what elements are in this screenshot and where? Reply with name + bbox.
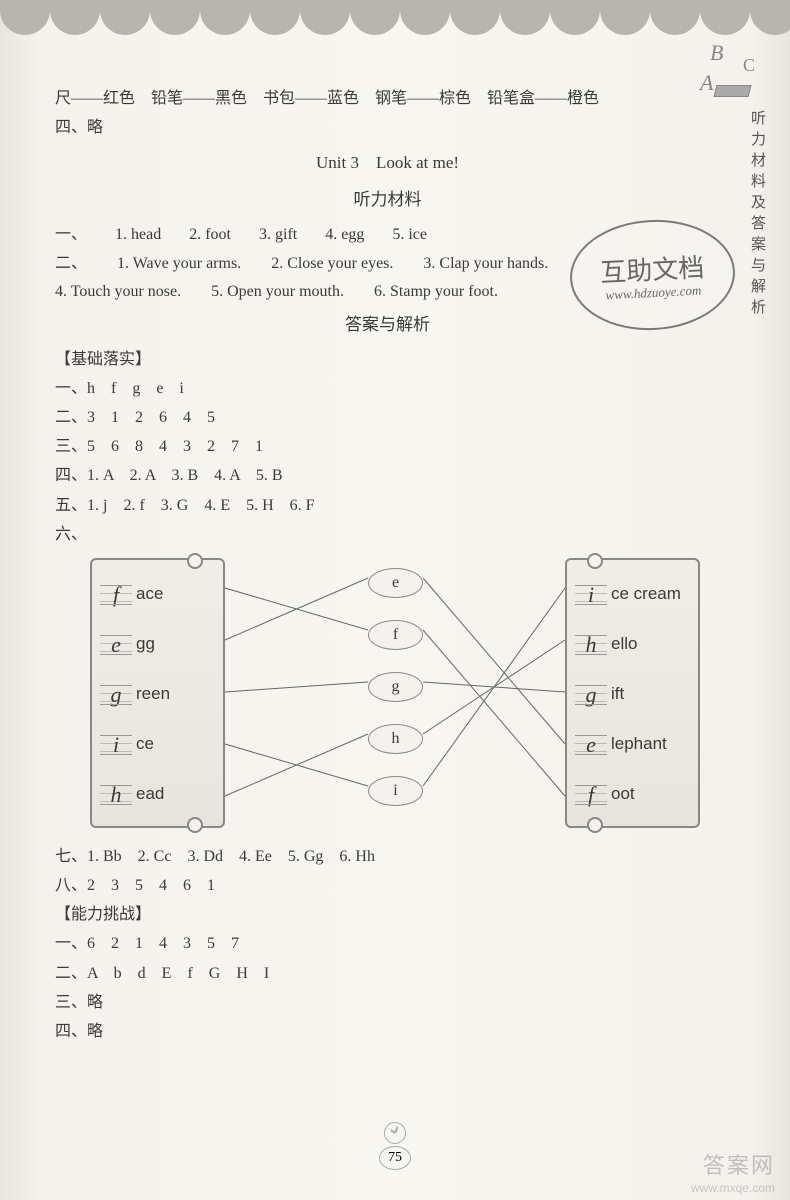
unit-title: Unit 3 Look at me!: [55, 149, 720, 178]
section-basic-title: 【基础落实】: [55, 346, 720, 373]
listening1-item: 3. gift: [259, 221, 297, 248]
basic-answer-4: 四、1. A 2. A 3. B 4. A 5. B: [55, 462, 720, 489]
word-slot: egg: [100, 620, 215, 670]
letter-oval: h: [368, 724, 423, 754]
listening2-item: 4. Touch your nose.: [55, 278, 181, 305]
decoration-letter-c: C: [743, 55, 755, 76]
word-slot: foot: [575, 770, 690, 820]
vocab-pairs: 尺——红色 铅笔——黑色 书包——蓝色 钢笔——棕色 铅笔盒——橙色: [55, 85, 720, 112]
listening1-label: 一、: [55, 221, 87, 248]
listening2-label: 二、: [55, 250, 87, 277]
listening-header: 听力材料: [55, 186, 720, 215]
listening1-item: 5. ice: [392, 221, 427, 248]
ability-answer-3: 三、略: [55, 989, 720, 1016]
basic-answer-1: 一、h f g e i: [55, 375, 720, 402]
bottom-watermark-url: www.mxqe.com: [691, 1181, 775, 1195]
basic-answer-2: 二、3 1 2 6 4 5: [55, 404, 720, 431]
answer-four-omit: 四、略: [55, 114, 720, 141]
listening2-item: 6. Stamp your foot.: [374, 278, 498, 305]
sidebar-title: 听力材料及答案与解析: [748, 110, 768, 320]
matching-diagram: face egg green ice head e f g h i ice cr…: [90, 558, 700, 838]
letter-oval: f: [368, 620, 423, 650]
section-ability-title: 【能力挑战】: [55, 901, 720, 928]
right-word-panel: ice cream hello gift elephant foot: [565, 558, 700, 828]
left-word-panel: face egg green ice head: [90, 558, 225, 828]
listening1-item: 2. foot: [189, 221, 231, 248]
clock-icon: [384, 1122, 406, 1144]
ability-answer-4: 四、略: [55, 1018, 720, 1045]
listening2-item: 3. Clap your hands.: [423, 250, 548, 277]
basic-answer-6: 六、: [55, 521, 720, 548]
word-slot: face: [100, 570, 215, 620]
word-slot: elephant: [575, 720, 690, 770]
listening2-item: 2. Close your eyes.: [271, 250, 393, 277]
word-slot: ice: [100, 720, 215, 770]
decoration-letter-b: B: [710, 40, 723, 66]
basic-answer-8: 八、2 3 5 4 6 1: [55, 872, 720, 899]
letter-oval: e: [368, 568, 423, 598]
listening2-item: 1. Wave your arms.: [117, 250, 241, 277]
basic-answer-5: 五、1. j 2. f 3. G 4. E 5. H 6. F: [55, 492, 720, 519]
page-number-decoration: 75: [379, 1122, 411, 1170]
letter-oval: g: [368, 672, 423, 702]
scallop-top-border: [0, 0, 790, 38]
bottom-watermark-text: 答案网: [703, 1148, 775, 1180]
letter-oval: i: [368, 776, 423, 806]
basic-answer-3: 三、5 6 8 4 3 2 7 1: [55, 433, 720, 460]
ability-answer-1: 一、6 2 1 4 3 5 7: [55, 930, 720, 957]
word-slot: ice cream: [575, 570, 690, 620]
word-slot: hello: [575, 620, 690, 670]
listening1-item: 1. head: [115, 221, 161, 248]
word-slot: head: [100, 770, 215, 820]
listening1-item: 4. egg: [325, 221, 364, 248]
ability-answer-2: 二、A b d E f G H I: [55, 960, 720, 987]
basic-answer-7: 七、1. Bb 2. Cc 3. Dd 4. Ee 5. Gg 6. Hh: [55, 843, 720, 870]
word-slot: gift: [575, 670, 690, 720]
page-number: 75: [379, 1146, 411, 1170]
listening2-item: 5. Open your mouth.: [211, 278, 344, 305]
word-slot: green: [100, 670, 215, 720]
